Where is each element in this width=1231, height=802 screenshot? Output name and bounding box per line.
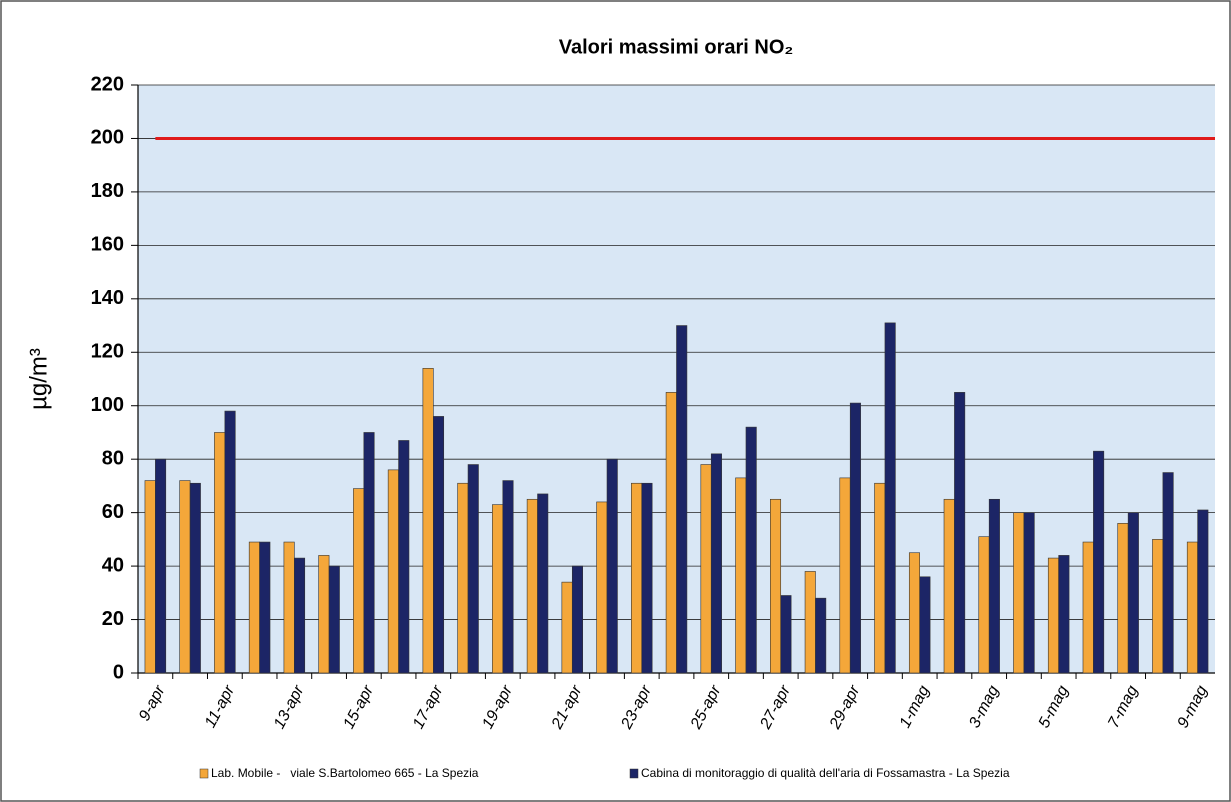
bar: [1082, 541, 1094, 674]
legend-swatch: [199, 768, 209, 779]
bar: [1152, 539, 1164, 674]
bar: [631, 482, 643, 674]
bar: [1058, 555, 1070, 674]
y-axis-label: µg/m³: [25, 348, 52, 410]
bar: [665, 392, 677, 674]
bar: [641, 482, 653, 674]
y-tick-label: 220: [91, 73, 124, 95]
legend-swatch: [629, 768, 639, 779]
bar: [676, 325, 688, 674]
bar: [387, 469, 399, 674]
bar: [214, 432, 226, 674]
y-tick-label: 200: [91, 127, 124, 149]
bar: [954, 392, 966, 674]
bar: [363, 432, 375, 674]
bar: [248, 541, 260, 674]
bar: [224, 410, 236, 674]
y-tick-label: 120: [91, 341, 124, 363]
bar: [422, 368, 434, 674]
bar: [804, 571, 816, 674]
bar: [144, 480, 156, 674]
bar: [353, 488, 365, 674]
y-tick-label: 140: [91, 287, 124, 309]
bar: [770, 498, 782, 674]
bar: [179, 480, 191, 674]
bar: [433, 416, 445, 674]
y-tick-label: 0: [113, 661, 124, 683]
bar: [1162, 472, 1174, 674]
bar: [1047, 557, 1059, 674]
y-tick-label: 60: [102, 501, 124, 523]
chart-title: Valori massimi orari NO₂: [559, 36, 794, 58]
bar: [606, 458, 618, 674]
bar: [1186, 541, 1198, 674]
bar: [1023, 512, 1035, 674]
bar: [328, 565, 340, 674]
bar: [457, 482, 469, 674]
bar: [710, 453, 722, 674]
bar: [988, 498, 1000, 674]
bar: [1197, 509, 1209, 674]
bar: [259, 541, 271, 674]
y-tick-label: 20: [102, 608, 124, 630]
bar: [537, 493, 549, 674]
bar: [874, 482, 886, 674]
bar: [919, 576, 931, 674]
bar: [849, 402, 861, 674]
legend-label: Cabina di monitoraggio di qualità dell'a…: [641, 766, 1010, 780]
bar: [318, 555, 330, 674]
bar: [1117, 523, 1129, 674]
bar: [1013, 512, 1025, 674]
bar: [745, 426, 757, 674]
bar: [596, 501, 608, 674]
bar: [978, 536, 990, 674]
y-tick-label: 160: [91, 234, 124, 256]
bar: [815, 597, 827, 674]
bar: [283, 541, 295, 674]
bar: [155, 458, 167, 674]
bar: [189, 482, 201, 674]
bar: [908, 552, 920, 674]
bar: [1127, 512, 1139, 674]
bar: [502, 480, 514, 674]
bar: [780, 595, 792, 674]
bar: [700, 464, 712, 674]
bar: [943, 498, 955, 674]
y-tick-label: 80: [102, 447, 124, 469]
bar: [884, 322, 896, 674]
legend-label: Lab. Mobile - viale S.Bartolomeo 665 - L…: [211, 766, 479, 780]
bar: [398, 440, 410, 674]
bar: [571, 565, 583, 674]
bar: [1093, 450, 1105, 674]
y-tick-label: 40: [102, 554, 124, 576]
bar: [492, 504, 504, 674]
y-tick-label: 180: [91, 180, 124, 202]
bar: [526, 498, 538, 674]
bar: [467, 464, 479, 674]
bar: [735, 477, 747, 674]
y-tick-label: 100: [91, 394, 124, 416]
bar: [294, 557, 306, 674]
bar: [839, 477, 851, 674]
bar: [561, 581, 573, 674]
